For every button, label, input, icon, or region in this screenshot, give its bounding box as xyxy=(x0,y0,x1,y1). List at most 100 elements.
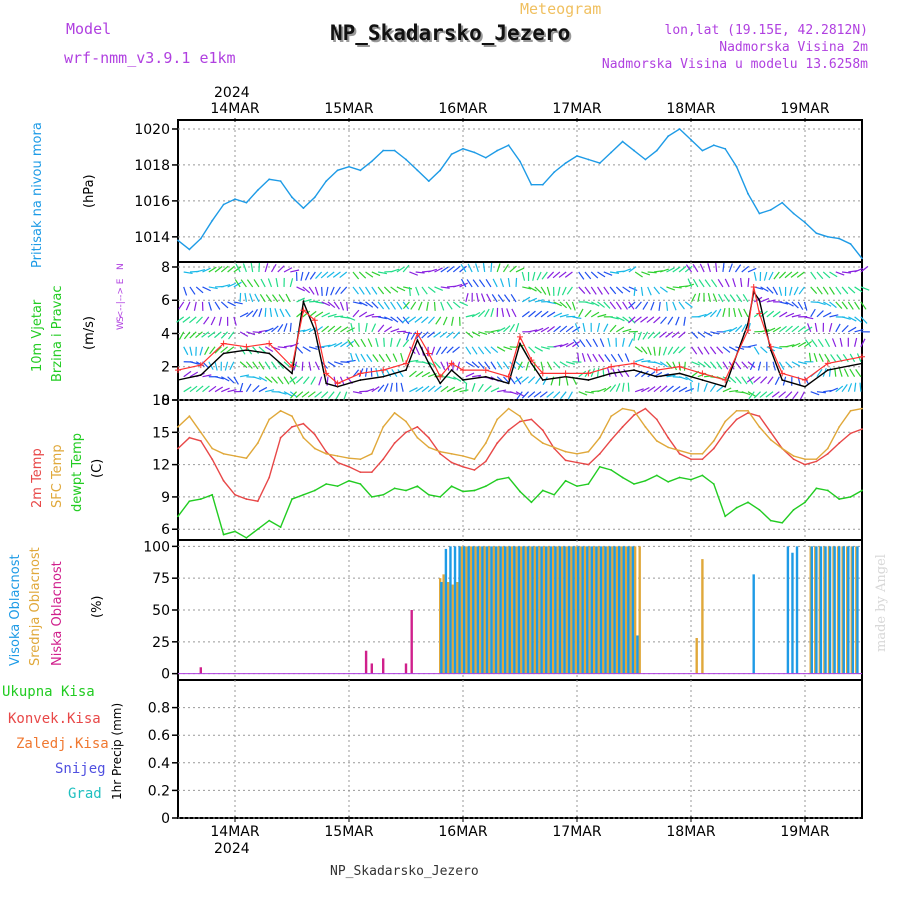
wind-arrow xyxy=(735,376,742,384)
data-point xyxy=(815,460,818,463)
wind-arrow xyxy=(790,271,799,278)
model-altitude-label: Nadmorska Visina u modelu 13.6258m xyxy=(601,57,868,72)
wind-arrow xyxy=(597,313,607,318)
wind-arrow xyxy=(759,391,768,398)
wind-arrow xyxy=(633,286,636,296)
wind-arrow xyxy=(774,376,780,386)
data-point xyxy=(416,485,419,488)
x-tick-label-top: 18MAR xyxy=(666,101,715,117)
data-point xyxy=(199,431,202,434)
data-point xyxy=(188,500,191,503)
wind-arrow xyxy=(189,361,199,365)
data-point xyxy=(667,436,670,439)
wind-arrow xyxy=(365,313,375,318)
wind-arrow xyxy=(446,361,450,371)
wind-arrow xyxy=(366,354,373,363)
cloud-bar xyxy=(824,546,827,674)
y-tick-label: 6 xyxy=(161,293,170,309)
wind-arrow xyxy=(732,278,737,288)
wind-arrow xyxy=(440,385,449,393)
gust-point xyxy=(608,363,615,370)
wind-arrow xyxy=(841,301,848,310)
data-point xyxy=(325,180,328,183)
wind-arrow xyxy=(824,353,831,363)
wind-arrow xyxy=(427,331,435,338)
cloud-bar xyxy=(795,546,799,674)
cloud-bar xyxy=(604,546,607,674)
wind-arrow xyxy=(195,331,203,338)
wind-arrow xyxy=(346,316,356,321)
wind-arrow xyxy=(390,301,396,310)
data-point xyxy=(690,452,692,455)
data-point xyxy=(405,431,407,434)
data-point xyxy=(245,536,248,539)
data-point xyxy=(268,519,271,522)
wind-arrow xyxy=(320,271,329,279)
cloud-bar xyxy=(515,546,518,674)
y-tick-label: 1020 xyxy=(134,122,170,138)
wind-arrow xyxy=(522,286,532,290)
cloud-bar xyxy=(624,546,628,674)
cloud-bar xyxy=(540,546,543,674)
wind-arrow xyxy=(860,265,869,273)
wind-arrow xyxy=(507,277,511,288)
wind-arrow xyxy=(849,353,856,363)
wind-arrow xyxy=(271,376,278,384)
y-tick-label: 8 xyxy=(161,260,170,276)
wind-arrow xyxy=(622,286,631,293)
wind-arrow xyxy=(330,286,335,296)
wind-arrow xyxy=(486,293,492,303)
wind-arrow xyxy=(799,391,805,400)
wind-arrow xyxy=(535,376,542,385)
wind-arrow xyxy=(785,361,793,369)
wind-arrow xyxy=(284,308,291,318)
wind-arrow xyxy=(849,368,856,378)
data-point xyxy=(450,485,453,488)
x-tick-label-bottom: 18MAR xyxy=(666,824,715,840)
wind-arrow xyxy=(327,325,336,333)
wind-arrow xyxy=(189,385,198,393)
wind-arrow xyxy=(565,325,574,333)
data-point xyxy=(416,426,419,428)
cloud-bar xyxy=(602,546,605,674)
wind-arrow xyxy=(465,331,474,338)
wind-arrow xyxy=(208,385,217,393)
wind-arrow xyxy=(456,361,461,371)
wind-arrow xyxy=(496,361,503,370)
wind-arrow xyxy=(650,301,655,311)
wind-arrow xyxy=(364,322,368,332)
data-point xyxy=(211,447,214,450)
cloud-bar xyxy=(522,546,525,674)
wind-arrow xyxy=(772,326,782,333)
wind-arrow xyxy=(541,271,548,280)
data-point xyxy=(507,407,510,410)
wind-arrow xyxy=(377,384,385,393)
wind-arrow xyxy=(835,301,843,309)
wind-arrow xyxy=(766,310,775,318)
wind-arrow xyxy=(747,361,756,368)
year-bottom: 2024 xyxy=(214,841,250,857)
wind-arrow xyxy=(490,387,500,393)
wind-arrow xyxy=(741,265,750,273)
wind-arrow xyxy=(409,359,419,363)
wind-arrow xyxy=(402,316,410,323)
y-tick-label: 4 xyxy=(161,326,170,342)
precip-frame xyxy=(177,679,863,819)
data-point xyxy=(199,440,202,442)
wind-arrow xyxy=(716,308,722,318)
wind-arrow xyxy=(258,386,268,393)
wind-arrow xyxy=(854,337,858,347)
wind-arrow xyxy=(684,376,694,383)
gust-point xyxy=(323,370,330,377)
cloud-bar xyxy=(838,546,841,674)
wind-arrow xyxy=(647,331,655,340)
cloud-bar xyxy=(485,546,489,674)
wind-arrow xyxy=(497,389,507,393)
wind-arrow xyxy=(624,353,630,362)
wind-arrow xyxy=(490,346,499,354)
wind-arrow xyxy=(712,293,718,303)
cloud-bar xyxy=(490,546,493,674)
wind-arrow xyxy=(434,267,443,273)
data-point xyxy=(393,412,396,414)
wind-arrow xyxy=(816,368,823,378)
